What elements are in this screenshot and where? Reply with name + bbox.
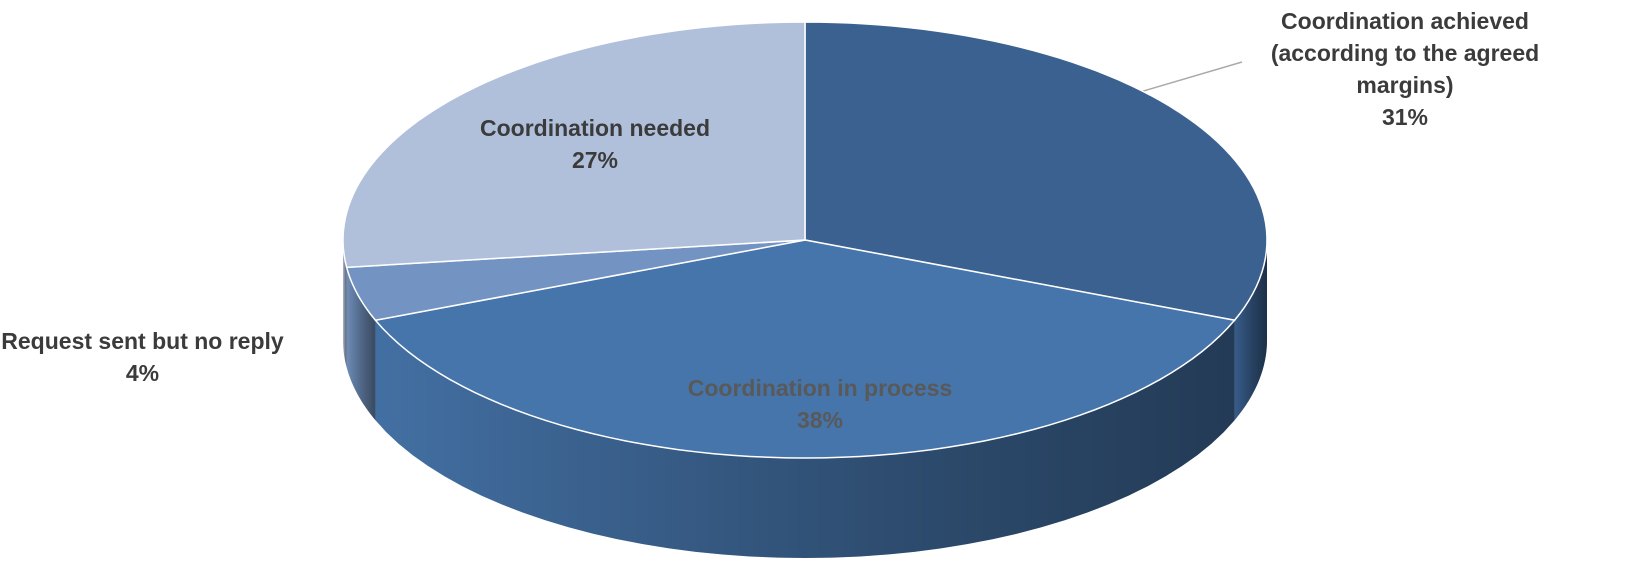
label-name: Coordination achieved (according to the …	[1270, 8, 1540, 98]
slice-label: Coordination in process 38%	[640, 372, 1000, 436]
leader-line	[1139, 61, 1243, 93]
label-name: Coordination in process	[687, 375, 953, 401]
label-value: 38%	[796, 407, 844, 433]
slice-label: Coordination needed 27%	[440, 112, 750, 176]
side-shade	[343, 240, 347, 368]
slice-label: Coordination achieved (according to the …	[1245, 5, 1565, 133]
label-name: Coordination needed	[480, 115, 710, 141]
slice-label: Request sent but no reply 4%	[0, 325, 285, 389]
label-value: 31%	[1381, 104, 1429, 130]
side-shade	[375, 320, 1235, 558]
label-value: 4%	[125, 360, 160, 386]
side-shade	[1234, 240, 1267, 421]
slice	[345, 239, 806, 322]
side-shade	[346, 267, 376, 421]
label-name: Request sent but no reply	[1, 328, 284, 354]
slice	[374, 239, 1237, 459]
slice	[804, 21, 1268, 322]
label-value: 27%	[571, 147, 619, 173]
slice	[342, 21, 806, 269]
